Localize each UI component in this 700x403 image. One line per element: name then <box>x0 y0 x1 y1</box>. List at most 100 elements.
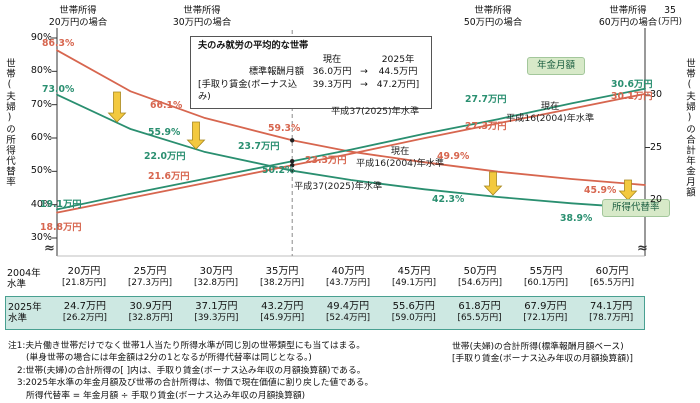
right-axis-tick-label: 30 <box>650 89 663 100</box>
income-value-cell: 45万円 [49.1万円] <box>391 266 437 288</box>
average-household-info-box: 夫のみ就労の平均的な世帯 現在 2025年 標準報酬月額 36.0万円 → 44… <box>190 36 432 109</box>
point-label: 42.3% <box>432 194 465 205</box>
point-label: 27.3万円 <box>465 121 507 132</box>
income-value-cell: 20万円 [21.8万円] <box>61 266 107 288</box>
income-value-cell: 43.2万円 [45.9万円] <box>260 301 305 323</box>
point-label: 66.1% <box>150 100 183 111</box>
case-label-line2: 60万円の場合 <box>598 16 658 28</box>
x-axis-legend-note: 世帯(夫婦)の合計所得(標準報酬月額ベース) [手取り賃金(ボーナス込み年収の月額… <box>452 341 698 366</box>
income-value-cell: 61.8万円 [65.5万円] <box>457 301 502 323</box>
right-axis-tick-label: 20 <box>650 194 663 205</box>
info-col-2025: 2025年 <box>381 53 415 65</box>
info-row1-now: 36.0万円 <box>312 66 352 77</box>
point-label: 27.7万円 <box>465 94 507 105</box>
replacement-2025-line-label: 平成37(2025)年水準 <box>294 181 383 192</box>
spacer <box>198 54 308 67</box>
point-label: 21.6万円 <box>148 171 190 182</box>
replacement-rate-badge: 所得代替率 <box>602 199 670 217</box>
pension-now-line-label: 現在 平成16(2004)年水準 <box>506 101 595 124</box>
side-note-line: 世帯(夫婦)の合計所得(標準報酬月額ベース) <box>452 342 624 352</box>
info-row2-2025: 47.2万円] <box>376 78 420 90</box>
income-value-cell: 55万円 [60.1万円] <box>523 266 569 288</box>
income-value-cell: 30.9万円 [32.8万円] <box>128 301 173 323</box>
point-label: 55.9% <box>148 127 181 138</box>
point-label: 73.0% <box>42 84 75 95</box>
point-label: 45.9% <box>584 185 617 196</box>
right-axis-max-value: 35 <box>664 5 676 16</box>
case-label-line2: 50万円の場合 <box>463 16 523 28</box>
case-label-line2: 30万円の場合 <box>172 16 232 28</box>
point-label: 22.0万円 <box>144 151 186 162</box>
left-axis-tick-label: 40% <box>30 198 52 210</box>
info-col-now: 現在 <box>322 53 342 65</box>
case-label-income20: 世帯所得 20万円の場合 <box>34 5 122 28</box>
footnote-line: (単身世帯の場合には年金額は2分の1となるが所得代替率は同じとなる。) <box>26 353 312 364</box>
income-value-cell: 37.1万円 [39.3万円] <box>194 301 239 323</box>
right-axis-tick-label: 25 <box>650 141 663 153</box>
line-repl-now <box>56 49 646 186</box>
left-axis-break-icon: ≈ <box>44 241 55 256</box>
point-label: 18.8万円 <box>40 222 82 233</box>
line-pension-now <box>56 93 646 214</box>
left-axis-tick-label: 50% <box>30 165 52 177</box>
info-row2-now: 39.3万円 <box>312 78 352 90</box>
income-value-cell: 74.1万円 [78.7万円] <box>589 301 634 323</box>
right-axis-top-unit-label: 35 (万円) <box>644 5 696 28</box>
footnote-line: 3:2025年水準の年金月額及び世帯の合計所得は、物価で現在価値に割り戻した値で… <box>17 378 374 389</box>
point-label: 30.6万円 <box>611 79 653 90</box>
footnotes: 注1:夫片働き世帯だけでなく世帯1人当たり所得水準が同じ別の世帯類型にも当てはま… <box>8 340 458 402</box>
case-label-line1: 世帯所得 <box>59 5 97 16</box>
marker-dot <box>290 163 295 168</box>
income-level-table: 2004年 水準 20万円 [21.8万円] 25万円 [27.3万円] 30万円 [32.8… <box>5 262 645 330</box>
point-label: 49.9% <box>437 151 470 162</box>
income-value-cell: 25万円 [27.3万円] <box>127 266 173 288</box>
spacer <box>356 54 372 67</box>
row-header: 2025年 水準 <box>8 302 42 324</box>
line-pension-2025 <box>56 87 646 211</box>
income-row-2004: 2004年 水準 20万円 [21.8万円] 25万円 [27.3万円] 30万円 [32.8… <box>5 262 645 296</box>
income-value-cell: 40万円 [43.7万円] <box>325 266 371 288</box>
footnote-line: 所得代替率 = 年金月額 ÷ 手取り賃金(ボーナス込み年収の月額換算額) <box>26 390 306 401</box>
case-label-line1: 世帯所得 <box>474 5 512 16</box>
pension-amount-badge: 年金月額 <box>527 57 586 75</box>
side-note-line: [手取り賃金(ボーナス込み年収の月額換算額)] <box>452 354 633 365</box>
income-value-cell: 49.4万円 [52.4万円] <box>325 301 371 323</box>
left-axis-tick-label: 80% <box>30 65 52 77</box>
pension-2025-line-label: 平成37(2025)年水準 <box>331 106 420 117</box>
left-axis-tick-label: 60% <box>30 132 52 143</box>
right-axis-unit: (万円) <box>658 16 682 27</box>
footnote-line: 2:世帯(夫婦)の合計所得の[ ]内は、手取り賃金(ボーナス込み年収の月額換算額… <box>17 365 366 376</box>
info-row1-2025: 44.5万円 <box>378 66 418 77</box>
point-label: 86.3% <box>42 38 75 49</box>
info-row2-label: [手取り賃金(ボーナス込み) <box>198 78 298 103</box>
case-label-line1: 世帯所得 <box>183 5 221 16</box>
line-repl-2025 <box>56 93 646 210</box>
case-label-income30: 世帯所得 30万円の場合 <box>158 5 246 28</box>
replacement-now-line-label: 現在 平成16(2004)年水準 <box>356 146 445 169</box>
point-label: 50.2% <box>262 165 295 176</box>
right-axis-break-icon: ≈ <box>637 241 648 256</box>
decrease-arrow-icon <box>483 171 503 196</box>
point-label: 30.1万円 <box>611 91 653 102</box>
point-label: 23.7万円 <box>238 141 280 152</box>
point-label: 38.9% <box>560 213 593 224</box>
income-value-cell: 30万円 [32.8万円] <box>193 266 239 288</box>
decrease-arrow-icon <box>107 91 127 123</box>
left-axis-title: 世帯(夫婦)の所得代替率 <box>4 58 15 187</box>
case-label-income50: 世帯所得 50万円の場合 <box>449 5 537 28</box>
right-arrow-icon: → <box>360 66 368 77</box>
decrease-arrow-icon <box>618 179 638 201</box>
left-axis-tick-label: 70% <box>30 98 52 110</box>
left-axis-tick-label: 90% <box>30 32 52 43</box>
case-label-line2: 20万円の場合 <box>48 16 108 28</box>
income-value-cell: 60万円 [65.5万円] <box>589 266 635 288</box>
decrease-arrow-icon <box>186 121 206 150</box>
chart-plot-area <box>52 28 650 257</box>
right-axis-title: 世帯(夫婦)の合計年金月額 <box>684 58 695 198</box>
case-label-income60: 世帯所得 60万円の場合 <box>584 5 672 28</box>
info-box-title: 夫のみ就労の平均的な世帯 <box>198 40 309 51</box>
marker-dot <box>290 138 295 143</box>
income-value-cell: 35万円 [38.2万円] <box>259 266 305 288</box>
income-row-2025: 2025年 水準 24.7万円 [26.2万円] 30.9万円 [32.8万円] 37.1万… <box>5 296 645 330</box>
income-value-cell: 67.9万円 [72.1万円] <box>523 301 568 323</box>
